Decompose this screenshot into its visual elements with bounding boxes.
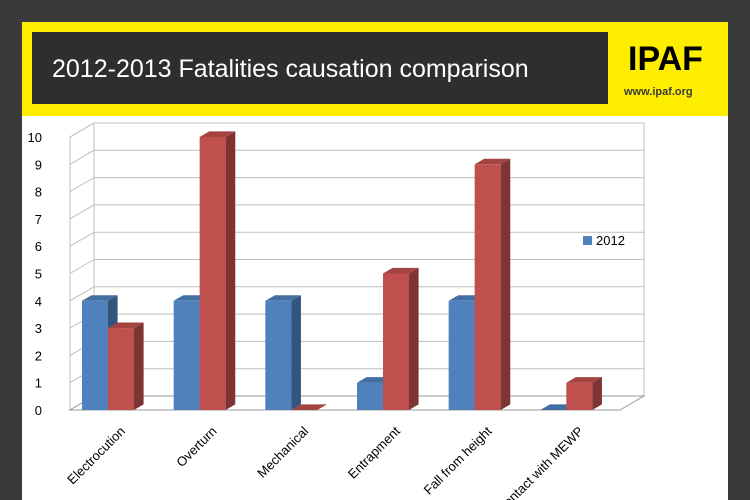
bar-side	[592, 377, 602, 410]
slide-title: 2012-2013 Fatalities causation compariso…	[52, 55, 529, 83]
legend-label: 2012	[596, 233, 625, 248]
y-tick-label: 1	[35, 376, 42, 391]
bar-front	[566, 382, 593, 410]
bar-top	[265, 295, 301, 301]
bar-front	[82, 300, 108, 410]
y-tick-label: 8	[35, 185, 42, 200]
y-tick-label: 4	[35, 294, 42, 309]
gridline	[69, 259, 644, 274]
bar	[474, 158, 511, 410]
bar	[566, 377, 602, 410]
bar	[108, 322, 144, 410]
y-tick-label: 5	[35, 267, 42, 282]
bar	[199, 131, 236, 410]
gridline	[69, 204, 644, 220]
bar	[265, 295, 301, 410]
x-category-label: Contact with MEWP	[494, 424, 586, 500]
title-box: 2012-2013 Fatalities causation compariso…	[32, 32, 608, 104]
legend-swatch	[583, 236, 592, 245]
bar-top	[566, 377, 602, 383]
gridline	[69, 149, 644, 165]
bar-top	[199, 131, 236, 137]
ipaf-logo: IPAF	[626, 38, 710, 78]
bar-top	[291, 404, 327, 410]
svg-text:IPAF: IPAF	[628, 40, 703, 78]
bar-front	[474, 164, 501, 410]
bar-front	[357, 382, 383, 410]
y-tick-label: 3	[35, 321, 42, 336]
y-tick-label: 9	[35, 157, 42, 172]
title-banner: 2012-2013 Fatalities causation compariso…	[22, 22, 728, 116]
bar-front	[383, 273, 409, 410]
bar-front	[265, 300, 292, 410]
bar-top	[474, 158, 511, 165]
bar-front	[108, 328, 134, 410]
y-tick-label: 7	[35, 212, 42, 227]
gridline	[69, 340, 644, 356]
bar-top	[383, 267, 419, 274]
x-category-label: Entrapment	[345, 423, 403, 481]
x-category-label: Mechanical	[254, 423, 311, 480]
logo-url: www.ipaf.org	[624, 86, 693, 98]
y-tick-label: 6	[35, 239, 42, 254]
gridline	[69, 231, 644, 247]
slide: 2012-2013 Fatalities causation compariso…	[22, 22, 728, 500]
bar	[383, 267, 419, 410]
bar-side	[500, 158, 511, 410]
gridline	[69, 122, 644, 138]
bar-top	[82, 295, 118, 301]
bar-front	[199, 137, 226, 410]
y-tick-label: 2	[35, 348, 42, 363]
y-tick-label: 10	[28, 130, 42, 145]
bar-front	[173, 300, 200, 410]
gridline	[69, 368, 644, 384]
bar-side	[225, 131, 236, 410]
bar-side	[409, 267, 419, 410]
bar	[291, 404, 327, 410]
x-category-label: Fall from height	[421, 423, 495, 497]
gridline	[69, 286, 644, 302]
gridline	[69, 313, 644, 329]
x-category-label: Overturn	[173, 424, 219, 470]
gridline	[69, 177, 644, 193]
x-category-label: Electrocution	[64, 424, 128, 488]
bar-side	[291, 295, 301, 410]
bar-side	[134, 322, 144, 410]
bar-top	[108, 322, 144, 329]
y-tick-label: 0	[35, 403, 42, 418]
bar-front	[448, 300, 475, 410]
